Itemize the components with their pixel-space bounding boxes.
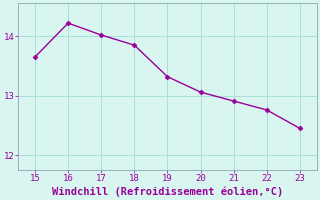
X-axis label: Windchill (Refroidissement éolien,°C): Windchill (Refroidissement éolien,°C) [52, 186, 283, 197]
